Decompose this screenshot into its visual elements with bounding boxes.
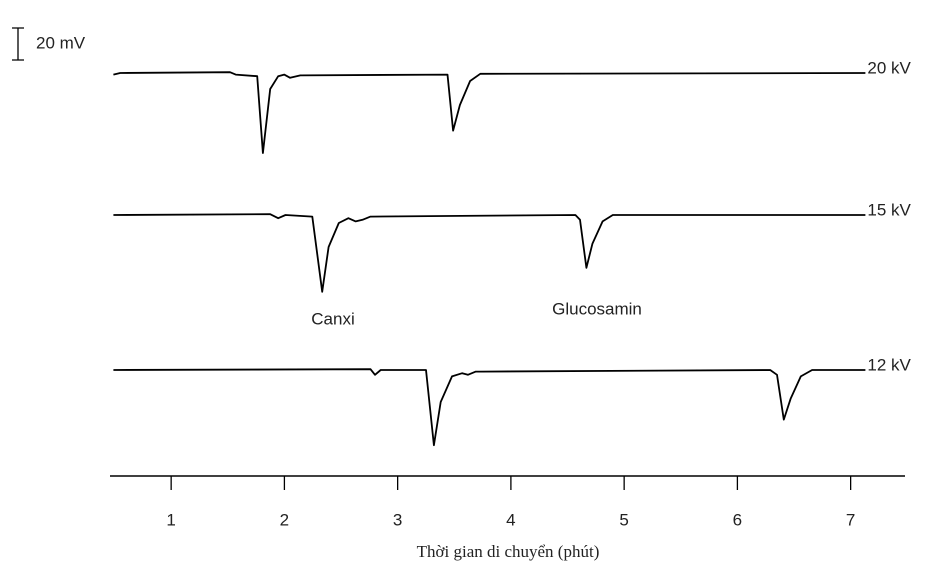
x-tick-label: 5 <box>619 510 628 529</box>
x-tick-label: 7 <box>846 510 855 529</box>
x-tick-label: 2 <box>280 510 289 529</box>
x-tick-label: 1 <box>166 510 175 529</box>
annotation: Glucosamin <box>552 299 642 318</box>
trace <box>113 368 866 447</box>
x-tick-label: 3 <box>393 510 402 529</box>
trace <box>113 71 866 154</box>
x-axis-label: Thời gian di chuyển (phút) <box>417 542 600 561</box>
annotation: Canxi <box>311 309 354 328</box>
series-label: 12 kV <box>867 355 911 374</box>
scale-bar <box>12 27 24 61</box>
x-tick-label: 4 <box>506 510 515 529</box>
series-label: 15 kV <box>867 200 911 219</box>
series-label: 20 kV <box>867 58 911 77</box>
trace <box>113 213 866 293</box>
x-tick-label: 6 <box>733 510 742 529</box>
scale-bar-label: 20 mV <box>36 33 86 52</box>
